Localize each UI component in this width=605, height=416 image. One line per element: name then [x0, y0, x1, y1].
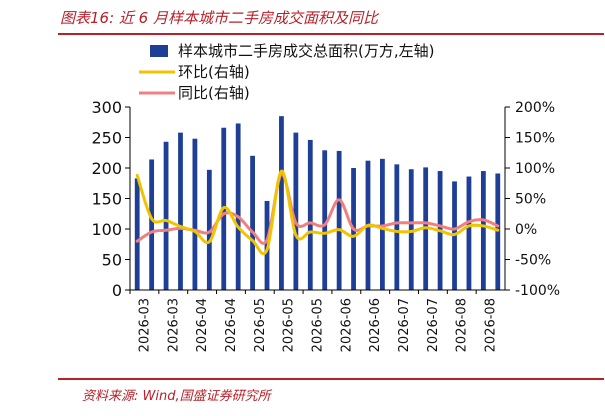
legend-label: 同比(右轴)	[178, 84, 250, 102]
left-tick-label: 100	[91, 220, 122, 239]
bar	[178, 132, 183, 290]
bar	[307, 139, 313, 290]
bar	[149, 159, 155, 290]
bar	[480, 171, 486, 290]
legend-swatch-bar	[150, 45, 168, 57]
right-tick-label: 0%	[515, 222, 537, 238]
left-tick-label: 250	[91, 129, 122, 148]
bar-series	[134, 116, 501, 291]
source-rule	[58, 378, 604, 380]
x-tick-label: 2026-08	[484, 298, 499, 352]
bar	[336, 150, 342, 290]
x-tick-label: 2026-04	[195, 298, 210, 352]
right-tick-label: 100%	[515, 161, 555, 177]
right-tick-label: -50%	[515, 253, 551, 269]
bar	[394, 164, 400, 290]
bar	[134, 178, 140, 290]
bar	[380, 158, 385, 290]
x-tick-label: 2026-06	[368, 298, 383, 352]
left-tick-label: 200	[91, 159, 122, 178]
right-tick-label: 200%	[515, 100, 555, 116]
x-tick-label: 2026-07	[397, 298, 412, 352]
left-tick-label: 300	[91, 98, 122, 117]
left-tick-label: 50	[102, 251, 122, 270]
x-tick-label: 2026-05	[311, 298, 326, 352]
bar	[206, 169, 212, 290]
x-tick-label: 2026-08	[455, 298, 470, 352]
bar	[322, 150, 328, 290]
right-tick-label: -100%	[515, 283, 560, 299]
legend-label: 样本城市二手房成交总面积(万方,左轴)	[178, 42, 434, 60]
figure-title: 图表16: 近 6 月样本城市二手房成交面积及同比	[60, 9, 378, 27]
bar	[466, 176, 472, 290]
x-tick-label: 2026-07	[426, 298, 441, 352]
bar	[192, 138, 198, 290]
bar	[250, 155, 255, 290]
left-tick-label: 150	[91, 190, 122, 209]
line-series	[135, 169, 500, 256]
mom-line	[135, 169, 500, 256]
x-tick-label: 2026-06	[339, 298, 354, 352]
right-tick-label: 50%	[515, 192, 546, 208]
bar	[293, 132, 299, 290]
chart-axes: 0 50 100 150 200 250 300 -100% -50% 0% 50% 100% 150%…	[91, 98, 560, 352]
x-tick-label: 2026-03	[166, 298, 181, 352]
chart-legend: 样本城市二手房成交总面积(万方,左轴) 环比(右轴) 同比(右轴)	[139, 42, 434, 102]
legend-label: 环比(右轴)	[178, 63, 250, 81]
x-tick-label: 2026-03	[137, 298, 152, 352]
bar	[163, 141, 169, 290]
bar	[495, 173, 501, 290]
yoy-line	[135, 172, 500, 245]
title-rule	[58, 33, 604, 35]
bar	[279, 116, 284, 291]
left-tick-label: 0	[112, 281, 122, 300]
right-tick-label: 150%	[515, 131, 555, 147]
bar	[235, 123, 241, 290]
x-tick-label: 2026-05	[253, 298, 268, 352]
bar	[408, 169, 414, 290]
source-note: 资料来源: Wind,国盛证券研究所	[82, 389, 271, 404]
x-tick-label: 2026-04	[224, 298, 239, 352]
x-tick-label: 2026-05	[282, 298, 297, 352]
